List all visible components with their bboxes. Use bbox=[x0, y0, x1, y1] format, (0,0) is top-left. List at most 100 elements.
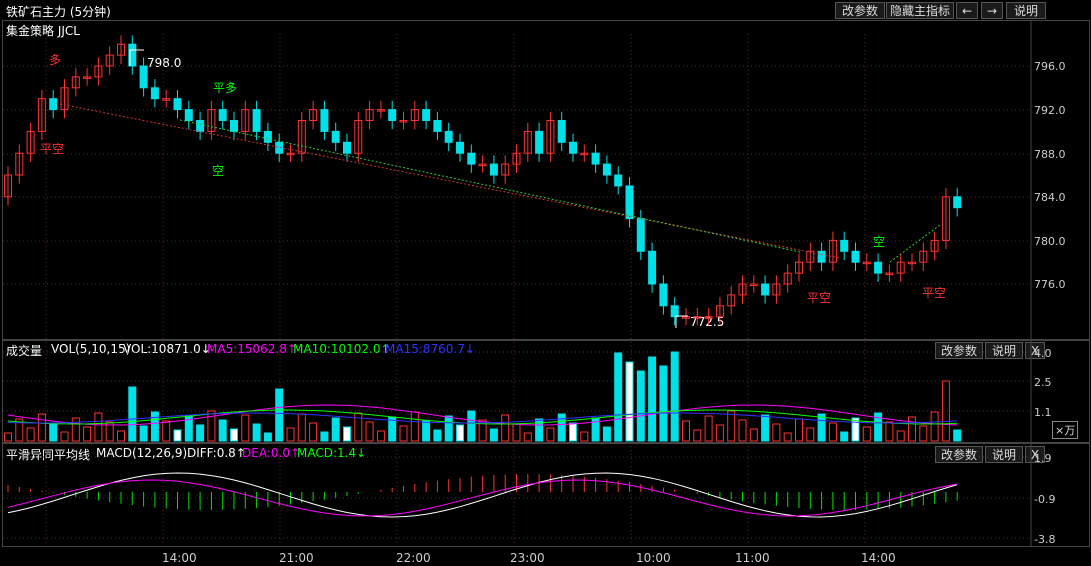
volume-bar bbox=[26, 427, 35, 442]
volume-tick: 4.0 bbox=[1034, 347, 1052, 360]
hide-main-indicator-button[interactable]: 隐藏主指标 bbox=[886, 2, 954, 19]
volume-bar bbox=[230, 428, 238, 442]
candle-body bbox=[478, 163, 487, 167]
candle-body bbox=[26, 130, 35, 154]
chart-title: 铁矿石主力 (5分钟) bbox=[6, 5, 111, 19]
volume-bar bbox=[783, 432, 792, 442]
candle-body bbox=[139, 65, 148, 89]
candle-body bbox=[105, 54, 114, 67]
volume-bar bbox=[4, 432, 12, 442]
candle-body bbox=[953, 196, 962, 209]
candle-body bbox=[840, 239, 849, 252]
time-tick: 22:00 bbox=[396, 551, 431, 565]
signal-close-short: 平空 bbox=[807, 291, 832, 305]
volume-bar bbox=[117, 430, 125, 442]
volume-bar bbox=[83, 426, 92, 442]
price-chart-pane[interactable] bbox=[2, 20, 1090, 340]
volume-bar bbox=[139, 425, 148, 442]
change-params-button[interactable]: 改参数 bbox=[835, 2, 885, 19]
volume-bar bbox=[806, 427, 815, 442]
volume-bar bbox=[648, 356, 657, 442]
volume-bar bbox=[286, 427, 295, 442]
price-tick: 788.0 bbox=[1034, 148, 1066, 161]
candle-body bbox=[37, 98, 46, 132]
volume-bar bbox=[71, 417, 80, 442]
candle-body bbox=[365, 109, 374, 121]
volume-bar bbox=[851, 417, 860, 442]
candle-body bbox=[331, 130, 340, 143]
candle-body bbox=[15, 152, 24, 176]
candle-body bbox=[602, 163, 611, 176]
candle-body bbox=[162, 98, 171, 101]
macd-tick: -0.9 bbox=[1034, 493, 1056, 506]
candle-body bbox=[930, 239, 939, 252]
volume-bar bbox=[535, 418, 544, 442]
help-button[interactable]: 说明 bbox=[1006, 2, 1046, 19]
scroll-left-button[interactable]: ← bbox=[956, 2, 978, 19]
volume-bar bbox=[162, 420, 171, 442]
candle-body bbox=[94, 65, 103, 78]
candle-body bbox=[422, 109, 431, 121]
volume-bar bbox=[399, 425, 408, 442]
candle-body bbox=[614, 174, 623, 187]
candle-body bbox=[275, 141, 284, 154]
volume-bar bbox=[207, 410, 216, 442]
volume-bar bbox=[422, 420, 431, 442]
candle-body bbox=[704, 316, 713, 319]
candle-body bbox=[4, 174, 12, 198]
volume-bar bbox=[456, 424, 464, 442]
volume-bar bbox=[795, 418, 803, 442]
scroll-right-button[interactable]: → bbox=[981, 2, 1003, 19]
trend-line bbox=[889, 224, 941, 263]
candle-body bbox=[286, 152, 295, 156]
trend-line bbox=[179, 119, 801, 253]
macd-close-button[interactable]: X bbox=[1025, 446, 1045, 463]
candle-body bbox=[501, 163, 510, 176]
volume-bar bbox=[919, 425, 928, 442]
ma10-line bbox=[7, 409, 958, 425]
volume-bar bbox=[241, 414, 250, 442]
candle-body bbox=[569, 141, 577, 154]
candle-body bbox=[648, 250, 657, 285]
candle-body bbox=[727, 294, 736, 307]
volume-bar bbox=[602, 426, 611, 442]
signal-short: 空 bbox=[873, 235, 886, 249]
macd-pane[interactable] bbox=[2, 443, 1090, 547]
ma10-value: MA10:10102.0↑ bbox=[293, 342, 391, 356]
volume-change-params-button[interactable]: 改参数 bbox=[935, 342, 983, 359]
price-tick: 784.0 bbox=[1034, 191, 1066, 204]
candle-body bbox=[795, 261, 803, 274]
candle-body bbox=[388, 109, 397, 121]
candle-body bbox=[297, 120, 306, 154]
volume-bar bbox=[749, 428, 758, 442]
time-tick: 14:00 bbox=[861, 551, 896, 565]
volume-bar bbox=[738, 419, 747, 442]
volume-bar bbox=[580, 431, 589, 442]
price-tick: 776.0 bbox=[1034, 278, 1066, 291]
volume-bar bbox=[501, 414, 510, 442]
volume-bar bbox=[263, 432, 272, 442]
signal-close-long: 平多 bbox=[213, 81, 238, 95]
candle-body bbox=[636, 218, 645, 252]
volume-help-button[interactable]: 说明 bbox=[985, 342, 1023, 359]
volume-pane[interactable] bbox=[2, 340, 1090, 443]
candle-body bbox=[433, 120, 442, 132]
volume-close-button[interactable]: X bbox=[1025, 342, 1045, 359]
candle-body bbox=[60, 87, 69, 111]
macd-change-params-button[interactable]: 改参数 bbox=[935, 446, 983, 463]
candle-body bbox=[783, 272, 792, 285]
volume-bar bbox=[105, 421, 114, 442]
volume-bar bbox=[15, 418, 24, 442]
candle-body bbox=[670, 305, 679, 318]
signal-close-short: 平空 bbox=[922, 286, 947, 300]
macd-help-button[interactable]: 说明 bbox=[985, 446, 1023, 463]
candle-body bbox=[173, 98, 182, 111]
macd-value: MACD:1.4↓ bbox=[297, 446, 367, 460]
volume-bar bbox=[840, 431, 849, 442]
candle-body bbox=[263, 130, 272, 143]
volume-bar bbox=[128, 386, 137, 442]
candle-body bbox=[874, 261, 883, 274]
candle-body bbox=[512, 152, 521, 165]
dea-value: DEA:0.0↑ bbox=[242, 446, 301, 460]
